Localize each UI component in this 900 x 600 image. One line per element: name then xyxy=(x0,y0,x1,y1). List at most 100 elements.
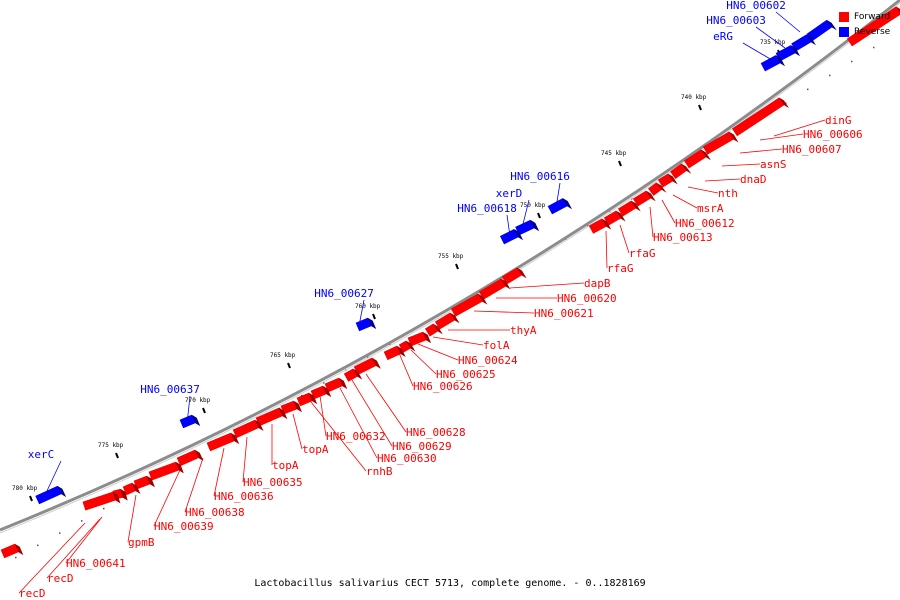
gene-forward[interactable] xyxy=(425,323,443,337)
gene-label-reverse[interactable]: HN6_00602 xyxy=(726,0,786,12)
gene-label-forward[interactable]: topA xyxy=(272,459,299,472)
gene-forward[interactable] xyxy=(450,293,488,317)
gene-forward[interactable] xyxy=(658,173,678,188)
gene-forward[interactable] xyxy=(435,312,460,330)
gene-label-forward[interactable]: HN6_00629 xyxy=(392,440,452,453)
gene-forward[interactable] xyxy=(383,345,406,360)
gene-label-forward[interactable]: HN6_00624 xyxy=(458,354,518,367)
gene-forward[interactable] xyxy=(0,543,24,559)
gene-label-forward[interactable]: HN6_00607 xyxy=(782,143,842,156)
gene-forward[interactable] xyxy=(588,218,612,234)
gene-forward[interactable] xyxy=(353,357,381,375)
gene-label-forward[interactable]: recD xyxy=(47,572,74,585)
gene-face xyxy=(122,482,136,496)
gene-reverse[interactable] xyxy=(547,198,573,215)
gene-forward[interactable] xyxy=(648,182,667,196)
gene-face xyxy=(280,400,297,415)
gene-label-forward[interactable]: HN6_00612 xyxy=(675,217,735,230)
gene-label-forward[interactable]: HN6_00606 xyxy=(803,128,863,141)
gene-label-forward[interactable]: HN6_00639 xyxy=(154,520,214,533)
gene-label-forward[interactable]: gpmB xyxy=(128,536,155,549)
gene-forward[interactable] xyxy=(148,461,184,481)
tick-label: 780 kbp xyxy=(12,485,38,492)
gene-forward[interactable] xyxy=(82,491,121,511)
gene-label-reverse[interactable]: HN6_00637 xyxy=(140,383,200,396)
gene-forward[interactable] xyxy=(176,449,204,467)
gene-reverse[interactable] xyxy=(760,55,786,72)
gene-forward[interactable] xyxy=(296,392,318,407)
gene-forward[interactable] xyxy=(732,97,790,137)
gene-forward[interactable] xyxy=(407,331,432,347)
gene-forward[interactable] xyxy=(847,6,900,47)
gene-label-forward[interactable]: HN6_00636 xyxy=(214,490,274,503)
gene-reverse[interactable] xyxy=(791,34,816,52)
gene-forward[interactable] xyxy=(280,400,302,415)
gene-label-forward[interactable]: HN6_00621 xyxy=(534,307,594,320)
gene-label-reverse[interactable]: eRG xyxy=(713,30,733,43)
label-leader xyxy=(153,469,181,527)
gene-forward[interactable] xyxy=(232,419,264,439)
gene-label-forward[interactable]: rfaG xyxy=(629,247,656,260)
gene-label-forward[interactable]: folA xyxy=(483,339,510,352)
gene-label-forward[interactable]: HN6_00635 xyxy=(243,476,303,489)
gene-forward[interactable] xyxy=(604,210,626,226)
gene-label-forward[interactable]: dinG xyxy=(825,114,852,127)
gene-label-forward[interactable]: HN6_00626 xyxy=(413,380,473,393)
label-leader xyxy=(365,373,407,433)
gene-forward[interactable] xyxy=(133,475,155,490)
gene-forward[interactable] xyxy=(502,267,527,285)
gene-label-forward[interactable]: msrA xyxy=(697,202,724,215)
backbone-line xyxy=(0,0,900,532)
gene-face xyxy=(35,485,62,505)
gene-forward[interactable] xyxy=(633,190,656,207)
gene-label-forward[interactable]: recD xyxy=(19,587,46,600)
gene-forward[interactable] xyxy=(479,278,511,300)
gene-label-forward[interactable]: HN6_00628 xyxy=(406,426,466,439)
gene-label-forward[interactable]: asnS xyxy=(760,158,787,171)
gene-label-reverse[interactable]: xerD xyxy=(496,187,523,200)
gene-reverse[interactable] xyxy=(515,220,540,236)
gene-label-forward[interactable]: nth xyxy=(718,187,738,200)
gene-label-forward[interactable]: HN6_00625 xyxy=(436,368,496,381)
gene-face xyxy=(324,377,343,393)
gene-label-forward[interactable]: HN6_00638 xyxy=(185,506,245,519)
gene-label-forward[interactable]: dnaD xyxy=(740,173,767,186)
gene-reverse[interactable] xyxy=(775,45,801,62)
gene-forward[interactable] xyxy=(310,385,332,400)
minor-tick xyxy=(873,46,875,49)
gene-reverse[interactable] xyxy=(806,19,837,42)
gene-forward[interactable] xyxy=(122,482,141,496)
gene-label-forward[interactable]: dapB xyxy=(584,277,611,290)
gene-label-reverse[interactable]: HN6_00627 xyxy=(314,287,374,300)
gene-label-reverse[interactable]: HN6_00618 xyxy=(457,202,517,215)
gene-label-forward[interactable]: rnhB xyxy=(366,465,393,478)
gene-label-forward[interactable]: HN6_00641 xyxy=(66,557,126,570)
gene-reverse[interactable] xyxy=(355,317,377,332)
gene-forward[interactable] xyxy=(618,200,641,217)
gene-forward[interactable] xyxy=(670,163,692,179)
gene-label-reverse[interactable]: HN6_00603 xyxy=(706,14,766,27)
gene-forward[interactable] xyxy=(684,149,711,169)
gene-label-reverse[interactable]: HN6_00616 xyxy=(510,170,570,183)
label-leader xyxy=(773,119,826,137)
gene-forward[interactable] xyxy=(343,368,363,382)
gene-label-forward[interactable]: HN6_00630 xyxy=(377,452,437,465)
gene-label-forward[interactable]: thyA xyxy=(510,324,537,337)
gene-label-forward[interactable]: rfaG xyxy=(607,262,634,275)
gene-reverse[interactable] xyxy=(179,414,201,429)
label-leader xyxy=(473,310,535,314)
gene-forward[interactable] xyxy=(324,377,348,393)
gene-face xyxy=(791,34,811,52)
gene-reverse[interactable] xyxy=(35,485,67,505)
gene-face xyxy=(633,190,651,207)
gene-label-reverse[interactable]: xerC xyxy=(28,448,55,461)
gene-label-forward[interactable]: HN6_00620 xyxy=(557,292,617,305)
gene-forward[interactable] xyxy=(206,432,240,452)
gene-label-forward[interactable]: topA xyxy=(302,443,329,456)
gene-label-forward[interactable]: HN6_00613 xyxy=(653,231,713,244)
label-leader xyxy=(775,11,801,33)
gene-face xyxy=(176,449,199,467)
gene-forward[interactable] xyxy=(255,407,288,427)
gene-forward[interactable] xyxy=(702,131,739,155)
